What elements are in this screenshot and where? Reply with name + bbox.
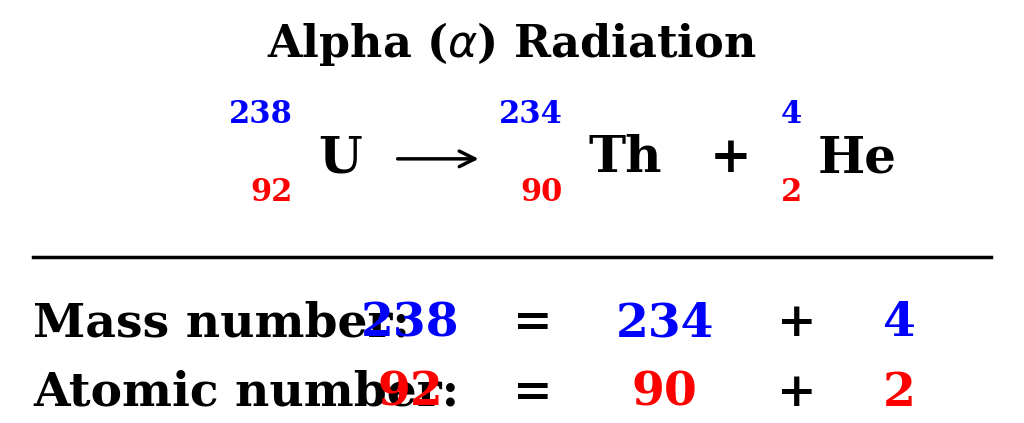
- Text: 92: 92: [251, 177, 293, 209]
- Text: =: =: [513, 300, 552, 346]
- Text: Th: Th: [589, 135, 662, 183]
- Text: 238: 238: [360, 300, 460, 346]
- Text: +: +: [777, 300, 817, 346]
- Text: Atomic number:: Atomic number:: [34, 370, 460, 416]
- Text: 90: 90: [520, 177, 563, 209]
- Text: U: U: [318, 135, 362, 183]
- Text: +: +: [777, 370, 817, 416]
- Text: 92: 92: [377, 370, 443, 416]
- Text: 238: 238: [229, 99, 293, 130]
- Text: 4: 4: [781, 99, 802, 130]
- Text: 4: 4: [883, 300, 915, 346]
- Text: 2: 2: [883, 370, 915, 416]
- Text: 2: 2: [781, 177, 802, 209]
- Text: Alpha ($\alpha$) Radiation: Alpha ($\alpha$) Radiation: [267, 20, 757, 68]
- Text: +: +: [710, 135, 752, 183]
- Text: 234: 234: [615, 300, 714, 346]
- Text: =: =: [513, 370, 552, 416]
- Text: He: He: [817, 135, 897, 183]
- Text: 90: 90: [632, 370, 697, 416]
- Text: 234: 234: [499, 99, 563, 130]
- Text: Mass number:: Mass number:: [34, 300, 411, 346]
